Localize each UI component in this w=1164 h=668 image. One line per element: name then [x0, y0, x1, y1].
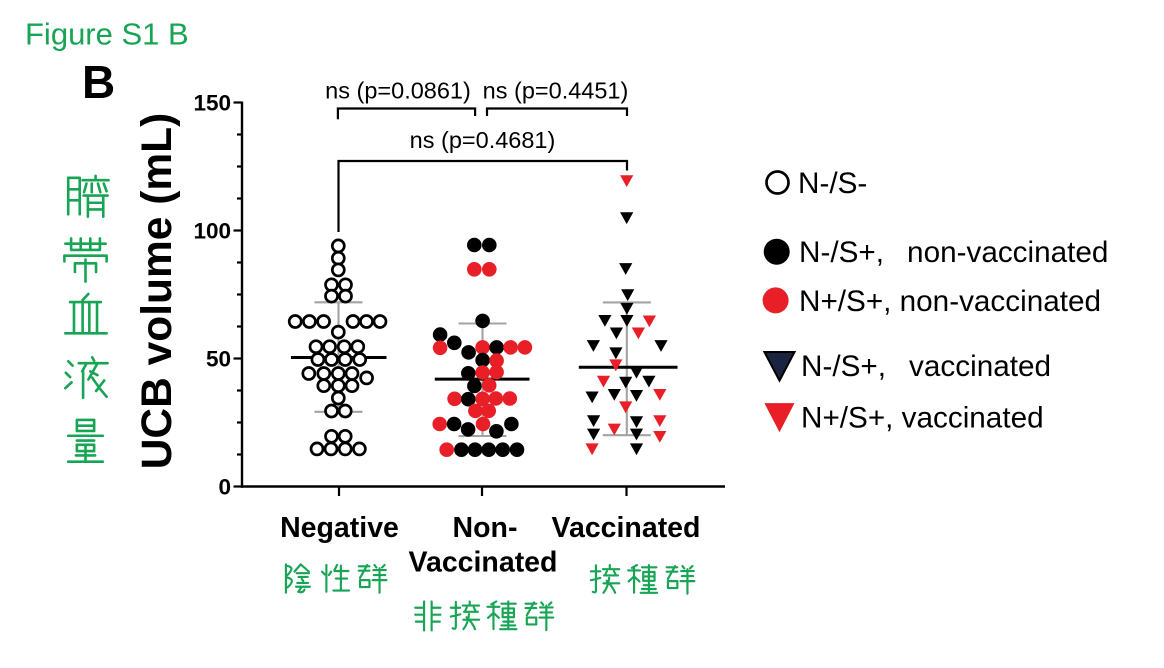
svg-text:Negative: Negative: [280, 512, 399, 544]
svg-text:Figure S1 B: Figure S1 B: [25, 17, 189, 52]
svg-text:N+/S+, vaccinated: N+/S+, vaccinated: [801, 402, 1044, 435]
svg-text:150: 150: [193, 91, 231, 116]
svg-text:ns (p=0.4451): ns (p=0.4451): [483, 78, 629, 104]
svg-text:N-/S+, non-vaccinated: N-/S+, non-vaccinated: [799, 236, 1108, 269]
svg-text:0: 0: [218, 475, 231, 500]
svg-text:ns (p=0.0861): ns (p=0.0861): [325, 78, 471, 104]
svg-text:Vaccinated: Vaccinated: [409, 547, 558, 579]
svg-text:Vaccinated: Vaccinated: [552, 512, 701, 544]
svg-text:N+/S+, non-vaccinated: N+/S+, non-vaccinated: [799, 285, 1101, 318]
svg-text:UCB volume (mL): UCB volume (mL): [134, 113, 181, 470]
svg-text:Non-: Non-: [453, 512, 518, 544]
svg-text:50: 50: [206, 347, 231, 372]
svg-text:B: B: [82, 56, 115, 108]
svg-text:100: 100: [193, 219, 231, 244]
svg-text:N-/S+, vaccinated: N-/S+, vaccinated: [801, 350, 1051, 383]
svg-text:N-/S-: N-/S-: [798, 167, 867, 200]
svg-text:ns (p=0.4681): ns (p=0.4681): [410, 127, 556, 153]
